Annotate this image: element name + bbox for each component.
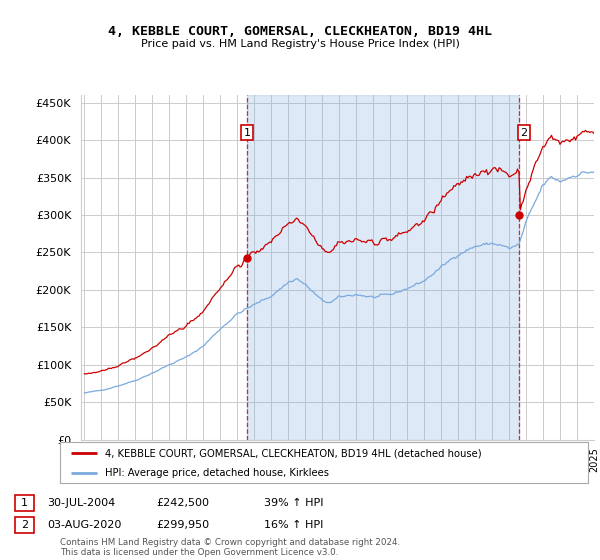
Text: 16% ↑ HPI: 16% ↑ HPI: [264, 520, 323, 530]
Text: Contains HM Land Registry data © Crown copyright and database right 2024.
This d: Contains HM Land Registry data © Crown c…: [60, 538, 400, 557]
Text: 4, KEBBLE COURT, GOMERSAL, CLECKHEATON, BD19 4HL (detached house): 4, KEBBLE COURT, GOMERSAL, CLECKHEATON, …: [105, 449, 482, 458]
Text: 39% ↑ HPI: 39% ↑ HPI: [264, 498, 323, 508]
Text: £242,500: £242,500: [156, 498, 209, 508]
Text: 03-AUG-2020: 03-AUG-2020: [47, 520, 121, 530]
Text: HPI: Average price, detached house, Kirklees: HPI: Average price, detached house, Kirk…: [105, 468, 329, 478]
Text: 30-JUL-2004: 30-JUL-2004: [47, 498, 115, 508]
Text: 4, KEBBLE COURT, GOMERSAL, CLECKHEATON, BD19 4HL: 4, KEBBLE COURT, GOMERSAL, CLECKHEATON, …: [108, 25, 492, 38]
Text: 2: 2: [21, 520, 28, 530]
Text: 1: 1: [21, 498, 28, 508]
Text: £299,950: £299,950: [156, 520, 209, 530]
Bar: [247, 95, 519, 440]
Text: Price paid vs. HM Land Registry's House Price Index (HPI): Price paid vs. HM Land Registry's House …: [140, 39, 460, 49]
Text: 1: 1: [244, 128, 251, 138]
Text: 2: 2: [520, 128, 527, 138]
